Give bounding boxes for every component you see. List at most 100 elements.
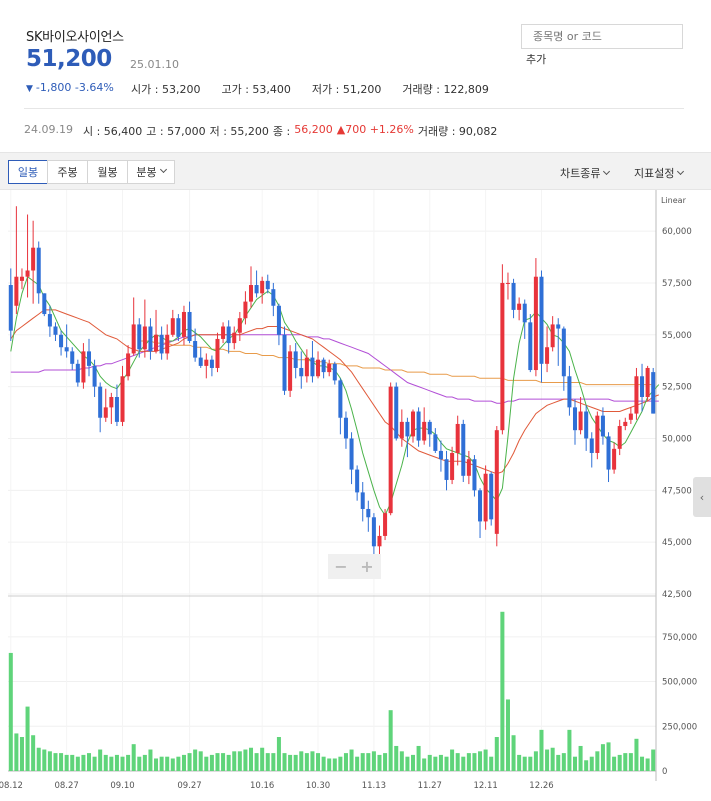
volume-bar: [226, 754, 231, 771]
candle-body: [321, 359, 326, 373]
tab-minute[interactable]: 분봉: [127, 160, 175, 184]
candle-body: [628, 413, 633, 420]
candle-body: [209, 359, 214, 368]
volume-tick-label: 500,000: [662, 678, 697, 688]
candle-body: [276, 305, 281, 335]
volume-bar: [505, 699, 510, 771]
volume-bar: [606, 742, 611, 771]
candle-body: [405, 421, 410, 437]
volume-bar: [53, 753, 58, 771]
candle-body: [556, 324, 561, 329]
price-tick-label: 52,500: [662, 383, 692, 393]
date-tick-label: 10.16: [250, 781, 274, 791]
candle-body: [567, 376, 572, 408]
volume-bar: [489, 756, 494, 771]
zoom-in-button[interactable]: +: [360, 557, 374, 576]
volume-bar: [86, 753, 92, 771]
stock-name: SK바이오사이언스: [26, 30, 124, 45]
candle-body: [131, 324, 136, 354]
candle-body: [595, 415, 600, 453]
candle-body: [606, 436, 611, 470]
candle-body: [623, 421, 628, 427]
volume-bar: [265, 753, 270, 771]
date-tick-label: 09.27: [177, 781, 201, 791]
volume-bar: [550, 747, 555, 771]
tab-daily[interactable]: 일봉: [8, 160, 48, 184]
volume-bar: [355, 756, 360, 771]
chart-type-dropdown[interactable]: 차트종류: [560, 165, 611, 181]
volume-bar: [114, 754, 119, 771]
crosshair-volume: 거래량 : 90,082: [417, 125, 498, 138]
indicator-settings-dropdown[interactable]: 지표설정: [634, 165, 685, 181]
tab-weekly[interactable]: 주봉: [47, 160, 88, 184]
volume-bar: [232, 751, 237, 771]
candle-body: [310, 357, 315, 377]
volume-bar: [472, 753, 477, 771]
candle-body: [109, 397, 114, 408]
volume-bar: [19, 737, 24, 771]
side-panel-toggle[interactable]: ‹: [693, 477, 711, 517]
volume-bar: [103, 754, 108, 771]
candle-body: [64, 347, 69, 352]
volume-bar: [483, 749, 488, 771]
candle-body: [612, 448, 617, 470]
volume-bar: [142, 754, 147, 771]
candle-body: [561, 328, 566, 377]
candle-body: [299, 367, 304, 377]
candle-body: [366, 508, 371, 518]
price-chart[interactable]: Linear 60,000 57,500 55,000 52,500 50,000 47,5…: [0, 190, 711, 801]
candle-body: [355, 469, 360, 493]
volume-bar: [567, 729, 572, 771]
chart-area[interactable]: Linear 60,000 57,500 55,000 52,500 50,000 47,5…: [0, 190, 711, 801]
volume-bar: [433, 756, 438, 771]
candle-body: [651, 372, 656, 414]
candle-body: [438, 450, 443, 460]
chart-toolbar: 일봉 주봉 월봉 분봉 차트종류 지표설정: [0, 152, 711, 190]
ma60-line: [10, 334, 659, 404]
crosshair-low: 저 : 55,200: [209, 125, 269, 138]
zoom-out-button[interactable]: −: [334, 557, 348, 576]
candle-body: [517, 303, 522, 310]
volume-bar: [165, 756, 170, 771]
volume-bar: [494, 737, 499, 771]
volume-bar: [422, 758, 427, 771]
candle-body: [600, 415, 605, 437]
volume-bar: [25, 706, 30, 771]
volume-bar: [64, 754, 69, 771]
candle-body: [545, 347, 550, 364]
candle-body: [617, 426, 622, 449]
stock-search-input[interactable]: [521, 24, 683, 49]
add-button[interactable]: 추가: [526, 53, 547, 66]
candle-body: [578, 411, 583, 431]
volume-bar: [617, 754, 622, 771]
candle-body: [282, 334, 287, 391]
candle-body: [528, 322, 533, 371]
volume-bar: [444, 756, 449, 771]
volume-bar: [215, 753, 220, 771]
crosshair-date: 24.09.19: [24, 123, 73, 136]
volume-bar: [628, 753, 633, 771]
tab-monthly[interactable]: 월봉: [87, 160, 128, 184]
candle-body: [8, 285, 13, 331]
stat-high: 고가 : 53,400: [221, 83, 291, 96]
candle-body: [466, 459, 471, 476]
candle-body: [36, 247, 41, 294]
candle-body: [103, 407, 108, 418]
candle-body: [237, 318, 242, 333]
volume-bar: [209, 754, 214, 771]
candle-body: [388, 386, 393, 514]
volume-bar: [332, 758, 337, 771]
candle-body: [293, 351, 298, 368]
volume-bar: [304, 753, 309, 771]
volume-bar: [316, 753, 321, 771]
volume-bar: [187, 753, 192, 771]
volume-bar: [170, 758, 175, 771]
volume-bar: [578, 745, 583, 771]
candle-body: [539, 276, 544, 364]
candle-body: [154, 334, 159, 352]
volume-bar: [98, 749, 103, 771]
candle-body: [444, 459, 449, 480]
candle-body: [170, 318, 175, 335]
candle-body: [42, 293, 47, 315]
zoom-control: − +: [328, 554, 381, 579]
